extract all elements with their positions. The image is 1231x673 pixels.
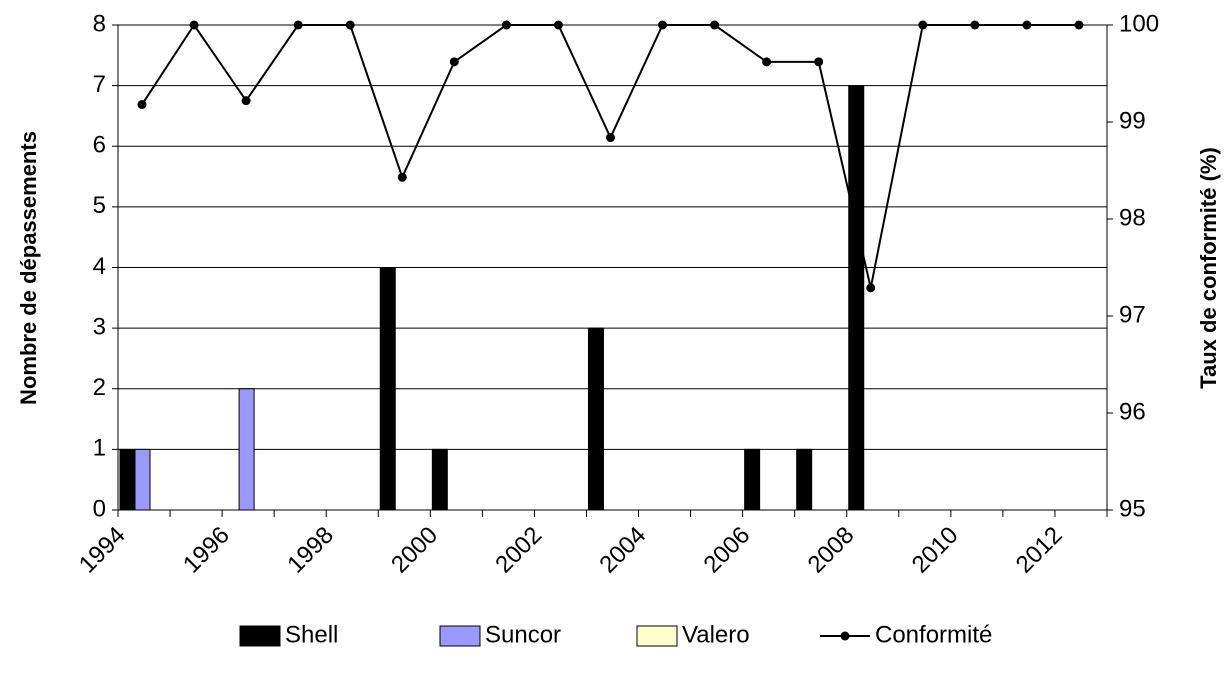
line-point [189, 20, 199, 30]
y2-tick-label: 100 [1119, 10, 1159, 37]
legend-swatch [840, 631, 850, 641]
y2-tick-label: 98 [1119, 204, 1146, 231]
x-tick-label: 2004 [594, 522, 651, 579]
y-tick-label: 6 [93, 132, 106, 159]
line-point [658, 20, 668, 30]
line-point [814, 57, 824, 67]
line-point [449, 57, 459, 67]
line-point [970, 20, 980, 30]
bar [134, 448, 151, 511]
legend-label: Valero [682, 621, 750, 648]
x-tick-label: 2006 [699, 522, 756, 579]
x-tick-label: 2012 [1011, 522, 1068, 579]
legend-swatch [239, 625, 281, 647]
x-tick-label: 2008 [803, 522, 860, 579]
bar [744, 448, 761, 511]
y-tick-label: 3 [93, 313, 106, 340]
line-point [501, 20, 511, 30]
y2-axis-title: Taux de conformité (%) [1196, 147, 1221, 389]
line-point [137, 100, 147, 110]
legend-swatch [636, 625, 678, 647]
y-tick-label: 7 [93, 71, 106, 98]
bar [119, 448, 136, 511]
y-tick-label: 0 [93, 495, 106, 522]
x-tick-label: 2010 [907, 522, 964, 579]
y2-tick-label: 97 [1119, 301, 1146, 328]
x-tick-label: 1996 [178, 522, 235, 579]
line-point [710, 20, 720, 30]
line-point [241, 96, 251, 106]
y-axis-title: Nombre de dépassements [16, 131, 41, 405]
y-tick-label: 2 [93, 374, 106, 401]
bar [587, 327, 604, 511]
legend-swatch [439, 625, 481, 647]
line-point [918, 20, 928, 30]
line-point [762, 57, 772, 67]
line-point [397, 172, 407, 182]
y-tick-label: 5 [93, 192, 106, 219]
line-point [1022, 20, 1032, 30]
y2-tick-label: 95 [1119, 495, 1146, 522]
y-tick-label: 4 [93, 253, 106, 280]
x-tick-label: 2002 [490, 522, 547, 579]
line-point [553, 20, 563, 30]
bar [238, 388, 255, 511]
legend-label: Shell [285, 621, 338, 648]
legend-label: Conformité [875, 621, 992, 648]
y2-tick-label: 96 [1119, 398, 1146, 425]
bar [848, 85, 865, 511]
line [141, 23, 1079, 289]
line-point [293, 20, 303, 30]
y-tick-label: 1 [93, 435, 106, 462]
bar [431, 448, 448, 511]
x-tick-label: 1994 [74, 522, 131, 579]
bar [379, 267, 396, 511]
y-tick-label: 8 [93, 10, 106, 37]
x-tick-label: 1998 [282, 522, 339, 579]
y2-tick-label: 99 [1119, 107, 1146, 134]
line-point [345, 20, 355, 30]
line-point [605, 133, 615, 143]
legend-label: Suncor [485, 621, 561, 648]
line-point [1074, 20, 1084, 30]
x-tick-label: 2000 [386, 522, 443, 579]
bar [796, 448, 813, 511]
line-point [866, 283, 876, 293]
